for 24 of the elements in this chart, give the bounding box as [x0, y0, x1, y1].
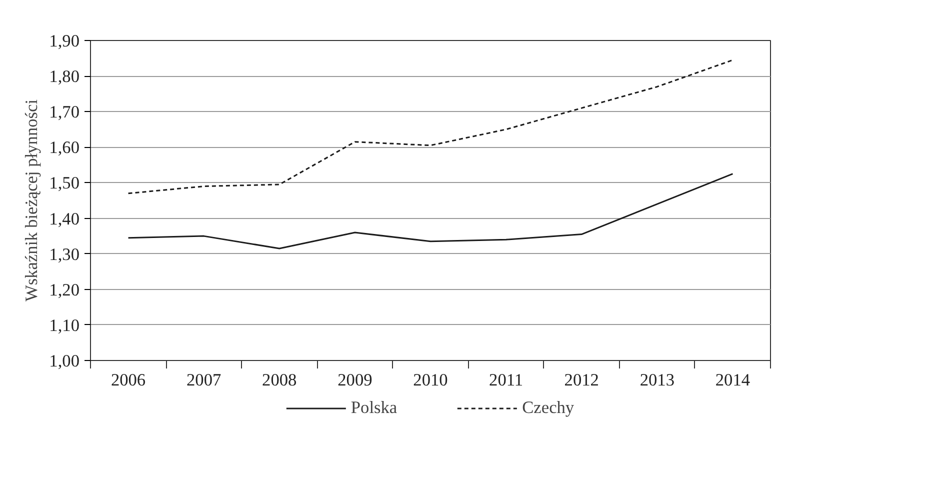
y-axis-title: Wskaźnik bieżącej płynności — [22, 99, 42, 302]
x-tick-label: 2007 — [186, 370, 222, 390]
y-tick-label: 1,00 — [49, 352, 80, 370]
y-tick-label: 1,70 — [49, 102, 80, 122]
y-tick-label: 1,50 — [49, 174, 80, 193]
x-tick-label: 2014 — [715, 370, 750, 390]
legend-label: Polska — [350, 398, 398, 418]
y-tick-label: 1,90 — [49, 32, 80, 50]
x-tick-label: 2009 — [338, 370, 372, 390]
x-tick-label: 2008 — [262, 370, 297, 390]
line-series — [128, 173, 734, 250]
y-tick-label: 1,10 — [49, 316, 80, 335]
x-tick-label: 2013 — [640, 370, 674, 390]
x-tick-label: 2006 — [110, 370, 146, 390]
x-tick-label: 2010 — [413, 370, 448, 390]
y-tick-label: 1,60 — [49, 138, 80, 158]
y-tick-label: 1,30 — [49, 244, 80, 264]
y-tick-label: 1,80 — [49, 67, 80, 86]
y-tick-label: 1,20 — [49, 280, 80, 300]
x-tick-label: 2011 — [489, 370, 524, 390]
x-tick-label: 2012 — [564, 370, 599, 390]
y-tick-label: 1,40 — [49, 209, 80, 228]
legend-label: Czechy — [522, 398, 574, 418]
line-series — [128, 59, 734, 194]
